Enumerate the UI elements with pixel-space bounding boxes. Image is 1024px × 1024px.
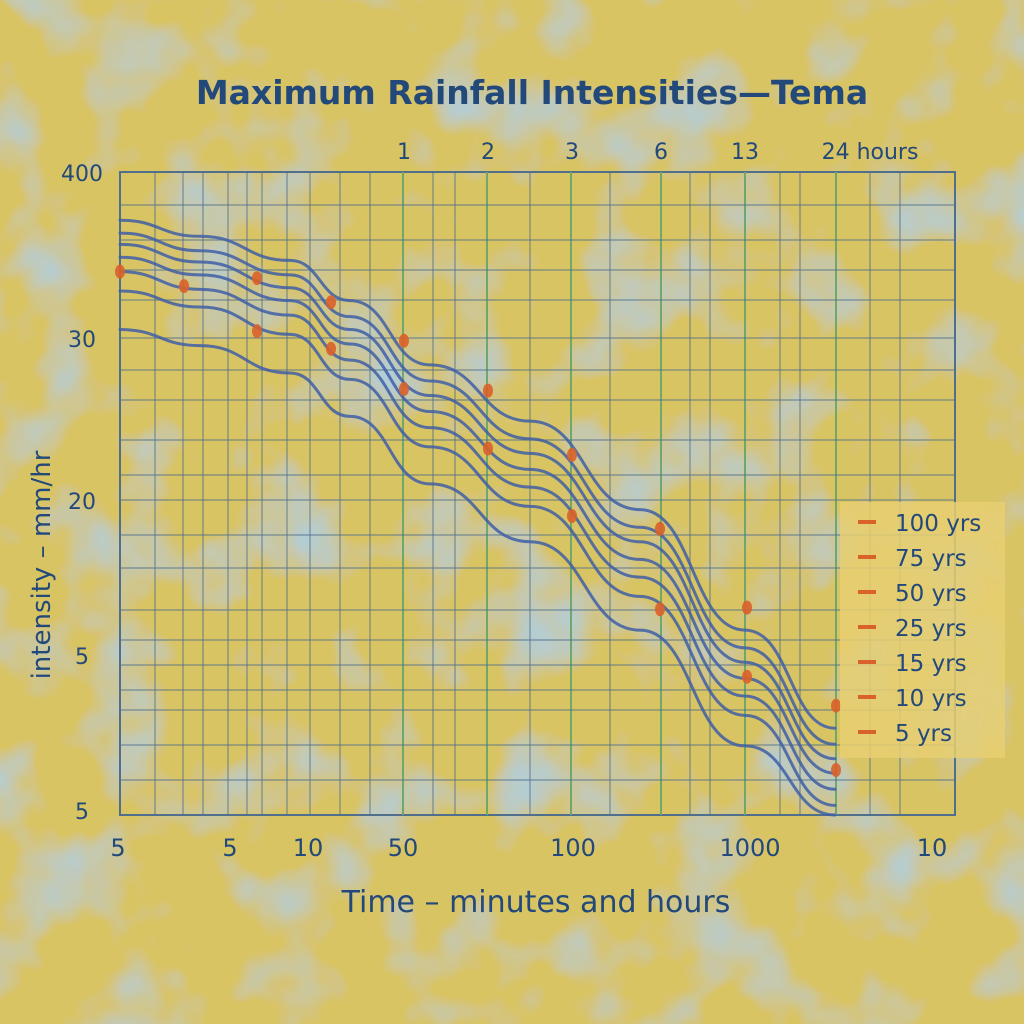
- legend: 100 yrs 75 yrs 50 yrs 25 yrs 15 yrs 10 yrs 5 y…: [840, 502, 1005, 758]
- series-line-100-yrs: [118, 218, 837, 730]
- y-tick-label: 20: [68, 490, 96, 515]
- chart-title: Maximum Rainfall Intensities—Tema: [196, 73, 868, 112]
- top-tick-label: 1: [397, 140, 411, 165]
- top-tick-label: 2: [481, 140, 495, 165]
- top-axis-ticks: 1 2 3 6 13 24 hours: [397, 140, 918, 165]
- x-tick-label: 100: [550, 834, 596, 862]
- top-tick-label: 6: [654, 140, 668, 165]
- series-line-10-yrs: [118, 289, 837, 807]
- plot-frame: [119, 171, 956, 816]
- top-tick-label: 13: [731, 140, 759, 165]
- x-tick-label: 10: [917, 834, 948, 862]
- top-tick-label: 24 hours: [822, 140, 919, 165]
- y-axis-ticks: 400 30 20 5 5: [61, 162, 103, 825]
- y-tick-label: 5: [75, 800, 89, 825]
- data-marker: [655, 521, 665, 536]
- x-tick-label: 5: [222, 834, 237, 862]
- legend-label: 75 yrs: [895, 546, 967, 572]
- data-marker: [742, 600, 752, 615]
- x-tick-label: 10: [293, 834, 324, 862]
- legend-label: 25 yrs: [895, 616, 967, 642]
- data-marker: [399, 382, 409, 397]
- x-tick-label: 5: [110, 834, 125, 862]
- series-line-5-yrs: [118, 328, 837, 817]
- y-tick-label: 400: [61, 162, 103, 187]
- series-curves: [118, 218, 837, 817]
- data-marker: [326, 341, 336, 356]
- data-markers: [115, 264, 841, 777]
- data-marker: [399, 333, 409, 348]
- data-marker: [179, 279, 189, 294]
- legend-label: 5 yrs: [895, 721, 952, 747]
- x-tick-label: 50: [388, 834, 419, 862]
- x-tick-label: 1000: [719, 834, 780, 862]
- data-marker: [567, 509, 577, 524]
- data-marker: [252, 324, 262, 339]
- data-marker: [252, 271, 262, 286]
- x-axis-ticks: 5 5 10 50 100 1000 10: [110, 834, 947, 862]
- grid: [119, 171, 956, 816]
- top-tick-label: 3: [565, 140, 579, 165]
- legend-label: 10 yrs: [895, 686, 967, 712]
- legend-label: 50 yrs: [895, 581, 967, 607]
- data-marker: [655, 602, 665, 617]
- y-tick-label: 5: [75, 645, 89, 670]
- data-marker: [115, 264, 125, 279]
- y-tick-label: 30: [68, 328, 96, 353]
- x-axis-label: Time – minutes and hours: [341, 885, 731, 920]
- data-marker: [483, 441, 493, 456]
- data-marker: [831, 698, 841, 713]
- data-marker: [567, 447, 577, 462]
- series-line-75-yrs: [118, 231, 837, 746]
- data-marker: [483, 383, 493, 398]
- data-marker: [831, 762, 841, 777]
- data-marker: [742, 669, 752, 684]
- legend-label: 15 yrs: [895, 651, 967, 677]
- legend-label: 100 yrs: [895, 511, 981, 537]
- data-marker: [326, 295, 336, 310]
- legend-box: [840, 502, 1005, 758]
- y-axis-label: intensity – mm/hr: [27, 450, 57, 679]
- series-line-15-yrs: [118, 270, 837, 791]
- series-line-25-yrs: [118, 255, 837, 775]
